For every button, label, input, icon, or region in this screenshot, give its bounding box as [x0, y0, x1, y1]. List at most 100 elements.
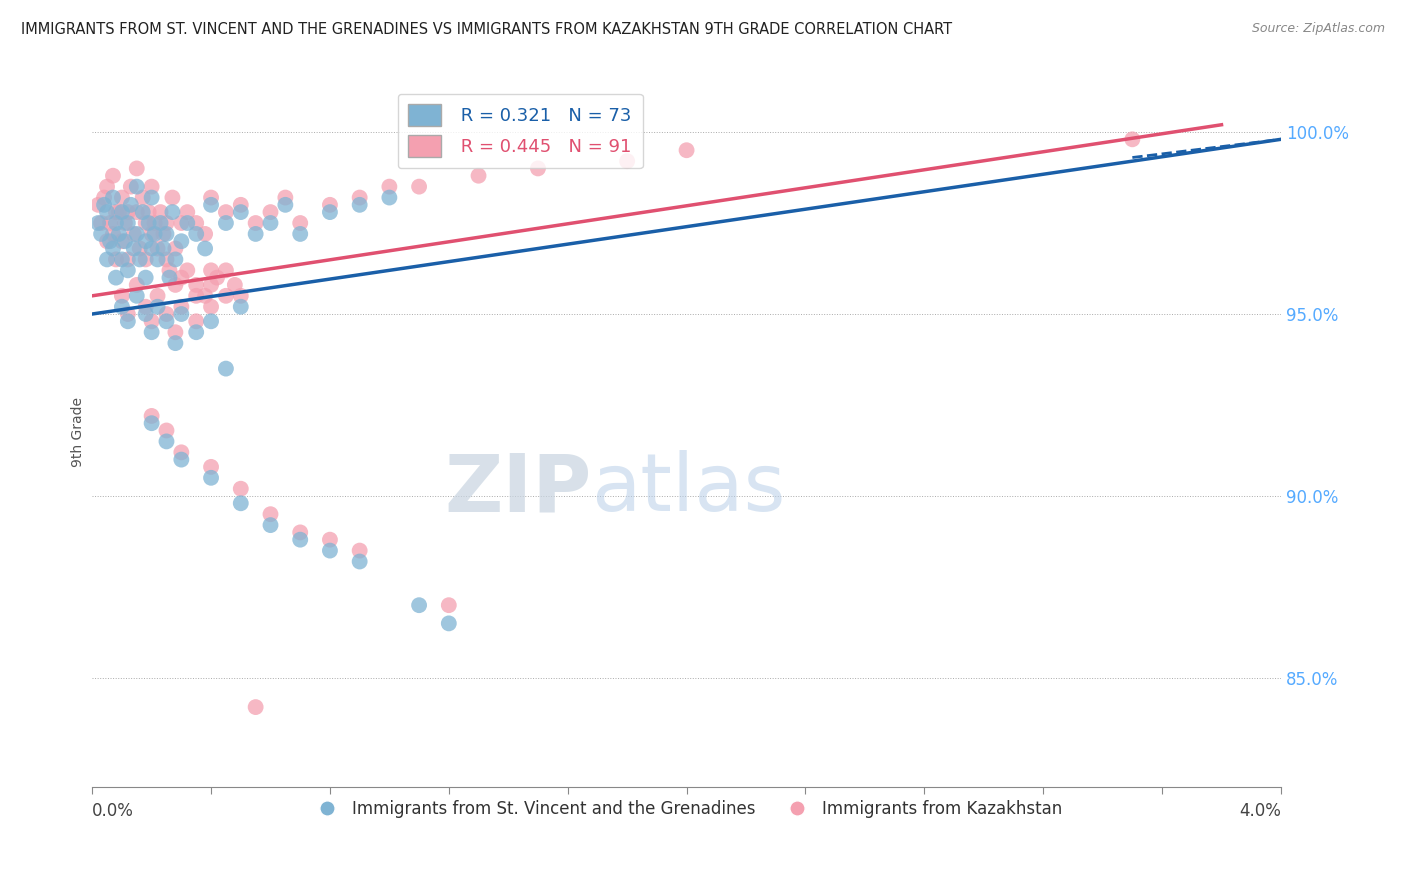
Point	[229, 482, 252, 496]
Point	[104, 216, 127, 230]
Point	[101, 190, 124, 204]
Y-axis label: 9th Grade: 9th Grade	[72, 397, 86, 467]
Point	[120, 179, 142, 194]
Point	[93, 198, 115, 212]
Point	[138, 216, 160, 230]
Point	[186, 227, 208, 241]
Point	[138, 205, 160, 219]
Point	[111, 252, 134, 267]
Point	[290, 227, 312, 241]
Point	[378, 179, 401, 194]
Point	[117, 216, 139, 230]
Point	[245, 216, 267, 230]
Point	[155, 227, 177, 241]
Point	[259, 216, 281, 230]
Point	[215, 263, 238, 277]
Point	[117, 307, 139, 321]
Point	[122, 242, 145, 256]
Text: 0.0%: 0.0%	[93, 802, 134, 820]
Point	[408, 179, 430, 194]
Point	[101, 169, 124, 183]
Point	[349, 198, 371, 212]
Point	[290, 525, 312, 540]
Point	[117, 252, 139, 267]
Point	[98, 216, 121, 230]
Point	[176, 216, 198, 230]
Point	[616, 154, 638, 169]
Point	[146, 300, 169, 314]
Point	[245, 227, 267, 241]
Point	[143, 216, 166, 230]
Point	[111, 289, 134, 303]
Point	[117, 263, 139, 277]
Point	[111, 190, 134, 204]
Point	[87, 198, 110, 212]
Point	[194, 227, 217, 241]
Point	[141, 242, 163, 256]
Point	[170, 307, 193, 321]
Point	[200, 263, 222, 277]
Text: Source: ZipAtlas.com: Source: ZipAtlas.com	[1251, 22, 1385, 36]
Point	[96, 234, 118, 248]
Point	[259, 518, 281, 533]
Point	[125, 227, 148, 241]
Point	[143, 227, 166, 241]
Point	[128, 252, 150, 267]
Text: atlas: atlas	[592, 450, 786, 528]
Point	[176, 263, 198, 277]
Point	[274, 198, 297, 212]
Point	[378, 190, 401, 204]
Point	[101, 242, 124, 256]
Point	[165, 277, 187, 292]
Point	[165, 252, 187, 267]
Point	[152, 242, 174, 256]
Point	[229, 300, 252, 314]
Point	[215, 289, 238, 303]
Point	[149, 216, 172, 230]
Point	[155, 314, 177, 328]
Point	[146, 289, 169, 303]
Point	[170, 270, 193, 285]
Point	[152, 227, 174, 241]
Point	[319, 543, 342, 558]
Point	[274, 190, 297, 204]
Point	[90, 227, 112, 241]
Point	[408, 598, 430, 612]
Point	[186, 289, 208, 303]
Point	[319, 533, 342, 547]
Point	[165, 325, 187, 339]
Point	[104, 252, 127, 267]
Point	[675, 143, 697, 157]
Point	[170, 216, 193, 230]
Point	[125, 277, 148, 292]
Point	[131, 190, 153, 204]
Point	[200, 459, 222, 474]
Point	[135, 216, 157, 230]
Point	[141, 325, 163, 339]
Point	[96, 179, 118, 194]
Point	[162, 190, 184, 204]
Point	[170, 452, 193, 467]
Point	[200, 314, 222, 328]
Point	[111, 300, 134, 314]
Text: IMMIGRANTS FROM ST. VINCENT AND THE GRENADINES VS IMMIGRANTS FROM KAZAKHSTAN 9TH: IMMIGRANTS FROM ST. VINCENT AND THE GREN…	[21, 22, 952, 37]
Point	[349, 543, 371, 558]
Point	[108, 205, 131, 219]
Point	[165, 242, 187, 256]
Point	[186, 216, 208, 230]
Point	[135, 270, 157, 285]
Text: 4.0%: 4.0%	[1239, 802, 1281, 820]
Point	[200, 198, 222, 212]
Point	[259, 507, 281, 521]
Point	[141, 409, 163, 423]
Point	[215, 205, 238, 219]
Point	[437, 616, 460, 631]
Point	[96, 252, 118, 267]
Point	[141, 416, 163, 430]
Point	[155, 252, 177, 267]
Point	[159, 270, 181, 285]
Point	[101, 227, 124, 241]
Point	[349, 554, 371, 568]
Point	[229, 205, 252, 219]
Point	[135, 307, 157, 321]
